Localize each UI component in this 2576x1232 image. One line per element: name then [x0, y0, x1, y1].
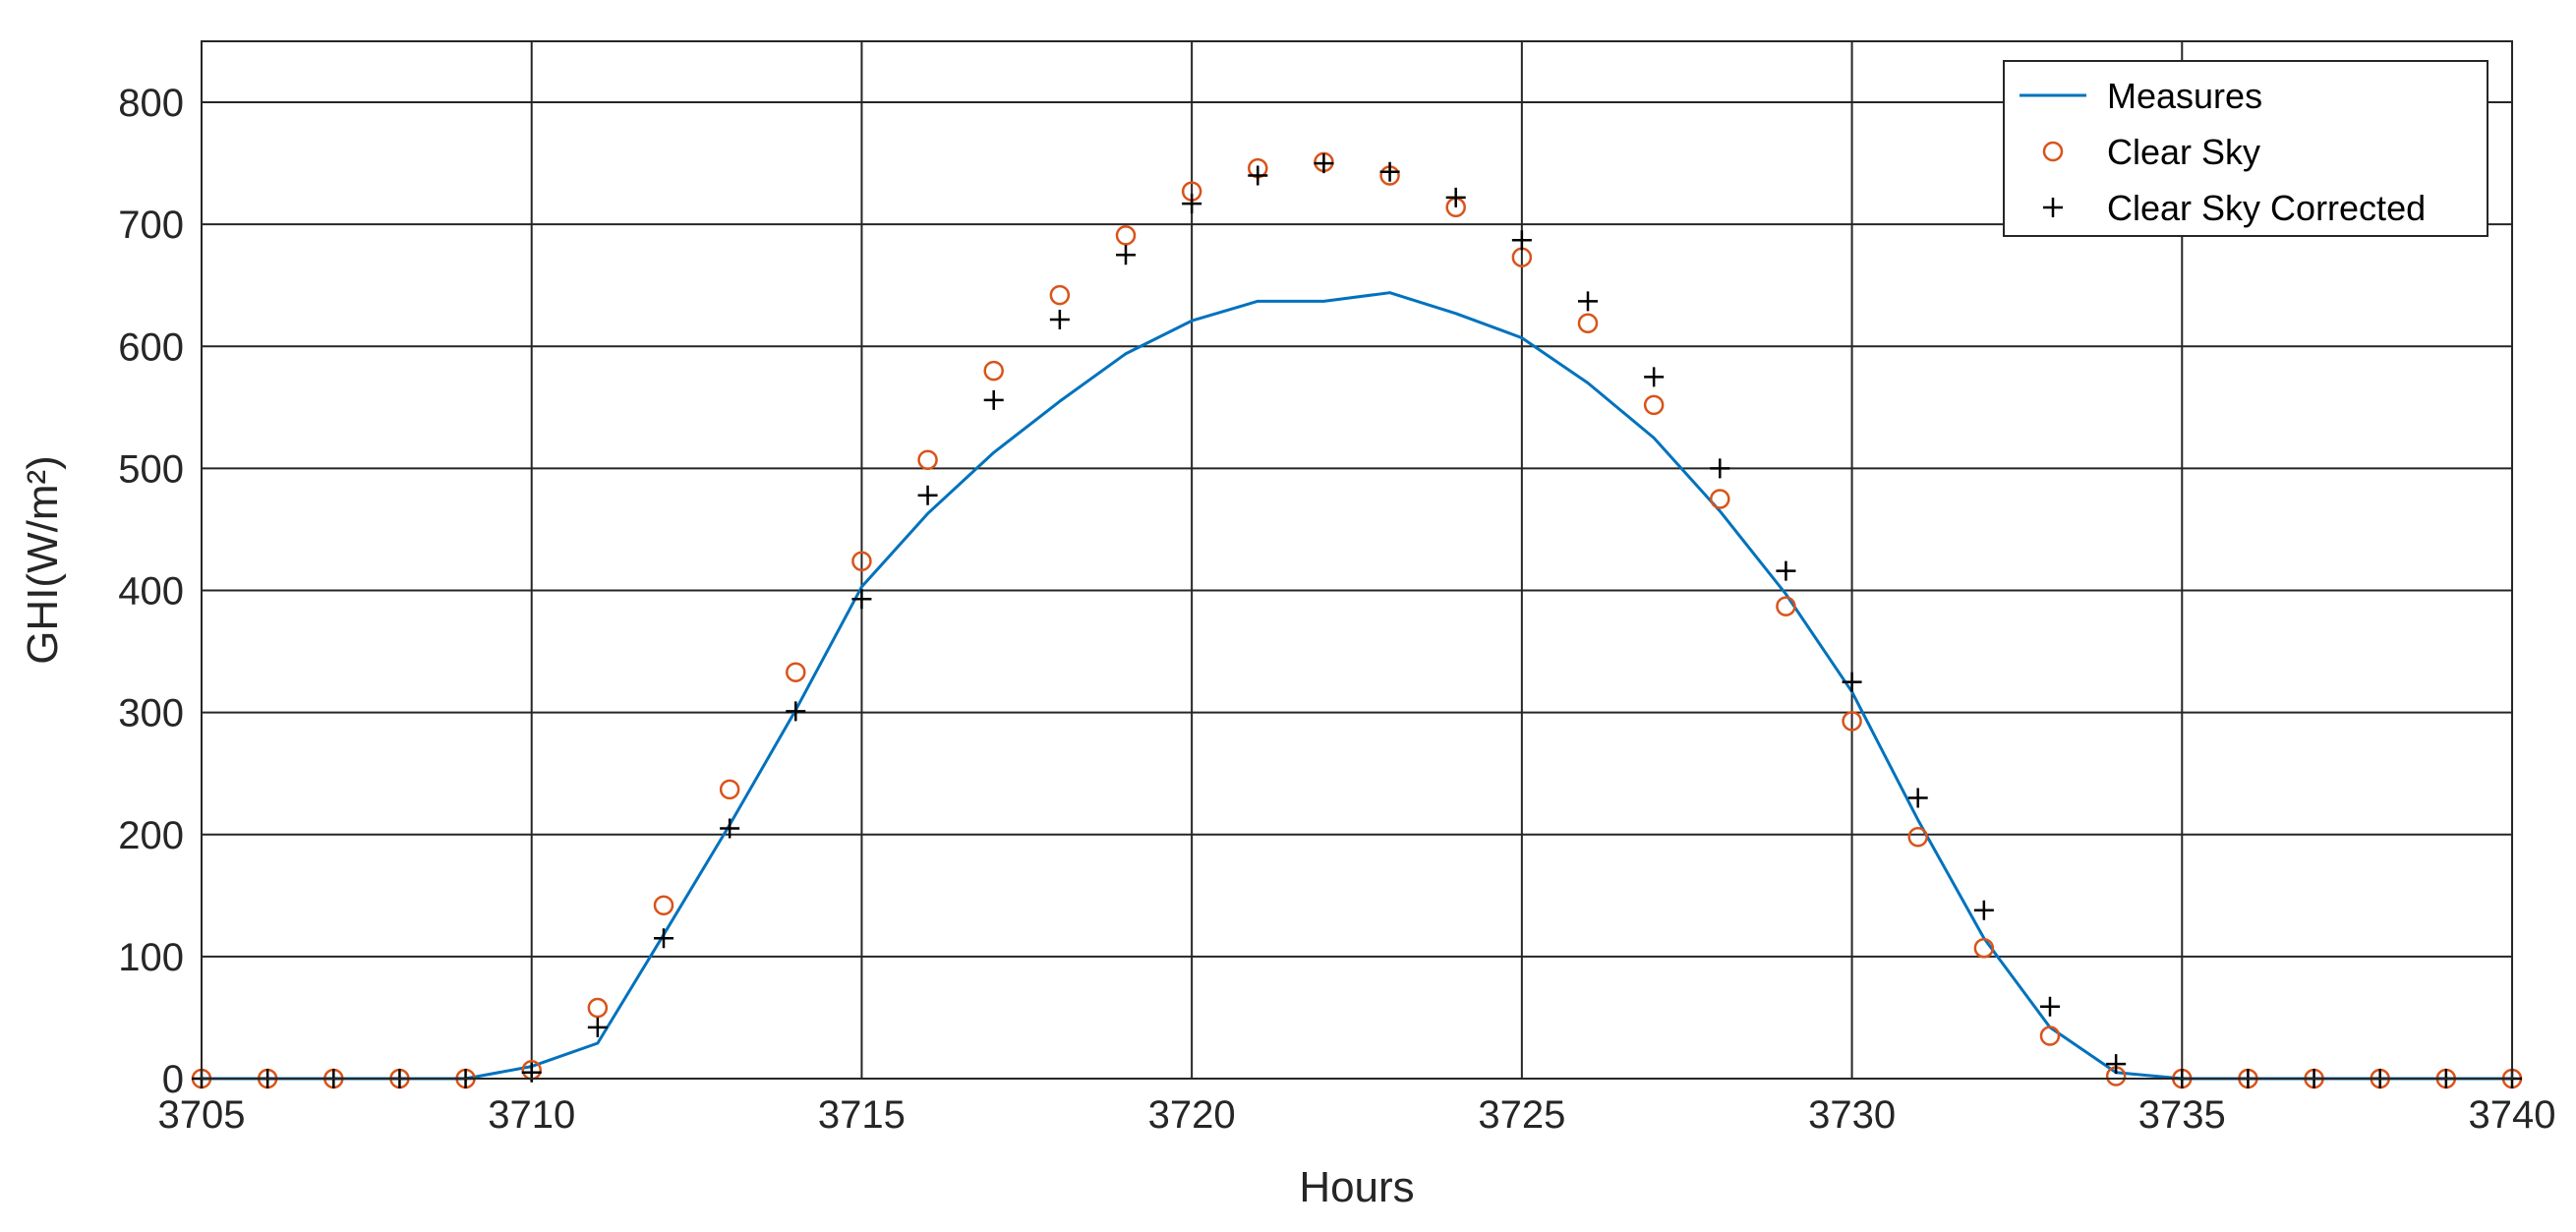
x-tick-label: 3705: [158, 1093, 246, 1137]
x-tick-label: 3715: [818, 1093, 906, 1137]
x-tick-label: 3710: [488, 1093, 575, 1137]
x-tick-label: 3720: [1148, 1093, 1236, 1137]
plus-marker: [1379, 161, 1400, 182]
plus-marker: [786, 701, 806, 722]
series-layer: [191, 151, 2523, 1089]
circle-marker: [1710, 489, 1730, 509]
tick-labels: 3705 3710 3715 3720 3725 3730 3735 3740 0 100 200 3…: [118, 82, 2555, 1137]
y-tick-label: 800: [118, 82, 184, 125]
plus-marker: [1314, 153, 1334, 174]
plus-marker: [720, 818, 740, 839]
circle-marker: [719, 779, 740, 800]
plus-marker: [1116, 245, 1136, 265]
plus-marker: [1776, 560, 1796, 581]
legend-label: Measures: [2107, 76, 2262, 116]
circle-marker: [1907, 826, 1928, 848]
x-axis-title: Hours: [1299, 1163, 1414, 1211]
plus-marker: [1182, 194, 1202, 214]
x-tick-label: 3730: [1808, 1093, 1896, 1137]
y-tick-label: 400: [118, 570, 184, 614]
plus-marker: [1973, 900, 1994, 920]
plus-marker: [917, 485, 938, 505]
circle-marker: [1973, 937, 1995, 959]
plus-marker: [1710, 458, 1730, 479]
circle-marker: [1115, 225, 1137, 246]
series-line: [202, 291, 2512, 1081]
legend-label: Clear Sky Corrected: [2107, 188, 2426, 228]
circle-marker: [851, 551, 872, 571]
plus-marker: [1049, 309, 1070, 329]
series-1: [202, 291, 2512, 1081]
circle-marker: [2039, 1026, 2061, 1046]
y-tick-label: 300: [118, 692, 184, 735]
plus-marker: [851, 589, 872, 610]
plus-marker: [1511, 230, 1532, 251]
legend: Measures Clear Sky Clear Sky Corrected: [2003, 60, 2488, 237]
circle-marker: [786, 662, 806, 682]
plot-frame: [201, 40, 2513, 1080]
plus-marker: [587, 1017, 608, 1037]
series-3: [192, 153, 2522, 1088]
legend-label: Clear Sky: [2107, 132, 2260, 172]
legend-marker-swatch: [2043, 198, 2063, 217]
circle-marker: [917, 449, 938, 470]
circle-marker: [1842, 711, 1862, 732]
plus-marker: [983, 389, 1004, 410]
plus-marker: [1578, 291, 1598, 312]
plus-marker: [1907, 788, 1928, 808]
y-tick-label: 700: [118, 204, 184, 247]
circle-marker: [1776, 596, 1796, 616]
y-tick-label: 100: [118, 936, 184, 979]
legend-box: [2003, 60, 2488, 237]
x-tick-label: 3740: [2469, 1093, 2556, 1137]
circle-marker: [1049, 284, 1071, 306]
plus-marker: [654, 928, 673, 949]
plus-marker: [2040, 996, 2060, 1017]
plus-marker: [1644, 367, 1665, 387]
y-axis-title: GHI(W/m²): [19, 455, 67, 665]
circle-marker: [587, 997, 609, 1019]
plus-marker: [1842, 672, 1862, 692]
y-tick-label: 0: [162, 1058, 184, 1101]
x-tick-label: 3725: [1478, 1093, 1565, 1137]
plus-marker: [1445, 187, 1466, 207]
plus-marker: [1248, 165, 1268, 186]
grid: [201, 41, 2513, 1080]
y-tick-label: 500: [118, 447, 184, 491]
x-tick-label: 3735: [2138, 1093, 2226, 1137]
y-tick-label: 200: [118, 814, 184, 857]
y-tick-label: 600: [118, 325, 184, 369]
legend-marker-swatch: [2042, 141, 2064, 162]
circle-marker: [653, 895, 674, 916]
plus-marker: [2106, 1054, 2127, 1075]
circle-marker: [983, 360, 1004, 381]
circle-marker: [1577, 313, 1599, 333]
series-2: [191, 151, 2523, 1089]
circle-marker: [1643, 394, 1665, 416]
